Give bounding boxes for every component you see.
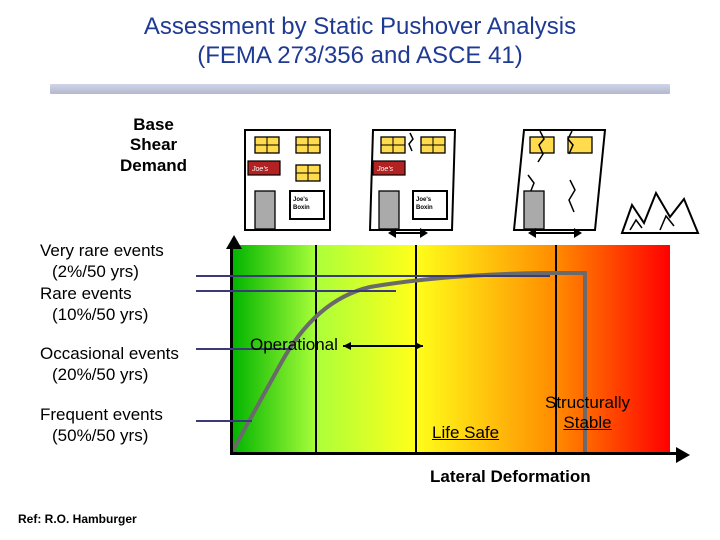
- bs-l1: Base: [120, 115, 187, 135]
- building-heavy-damage: [510, 125, 610, 235]
- svg-text:Boxin: Boxin: [416, 205, 433, 211]
- x-axis-label: Lateral Deformation: [430, 467, 591, 487]
- x-axis: [230, 452, 680, 455]
- svg-text:Boxin: Boxin: [293, 205, 310, 211]
- building-collapsed: [620, 175, 700, 235]
- hline-very-rare: [196, 275, 550, 277]
- event-very-rare: Very rare events (2%/50 yrs) Rare events…: [40, 240, 179, 325]
- event-occasional: Occasional events (20%/50 yrs): [40, 343, 179, 386]
- buildings-row: Joe's Joe's Boxin Joe's Joe's Boxin: [240, 120, 680, 235]
- label-structurally-stable: Structurally Stable: [545, 393, 630, 434]
- building-slight-damage: Joe's Joe's Boxin: [365, 125, 460, 235]
- svg-text:Joe's: Joe's: [416, 197, 432, 203]
- displacement-arrow-2: [535, 232, 575, 234]
- hline-rare: [196, 290, 396, 292]
- svg-text:Joe's: Joe's: [293, 197, 309, 203]
- sign-text: Joe's: [251, 166, 269, 173]
- bs-l2: Shear: [120, 135, 187, 155]
- displacement-arrow-1: [395, 232, 421, 234]
- title-line2: (FEMA 273/356 and ASCE 41): [0, 42, 720, 70]
- label-life-safe: Life Safe: [432, 423, 499, 443]
- building-intact: Joe's Joe's Boxin: [240, 125, 335, 235]
- svg-text:Joe's: Joe's: [376, 166, 394, 173]
- title-line1: Assessment by Static Pushover Analysis: [0, 0, 720, 42]
- events-list: Very rare events (2%/50 yrs) Rare events…: [40, 240, 179, 464]
- title-underline: [50, 84, 670, 94]
- hline-frequent: [196, 420, 252, 422]
- bs-l3: Demand: [120, 156, 187, 176]
- label-operational: Operational: [250, 335, 433, 355]
- base-shear-label: Base Shear Demand: [120, 115, 187, 176]
- event-frequent: Frequent events (50%/50 yrs): [40, 404, 179, 447]
- reference-citation: Ref: R.O. Hamburger: [18, 512, 137, 526]
